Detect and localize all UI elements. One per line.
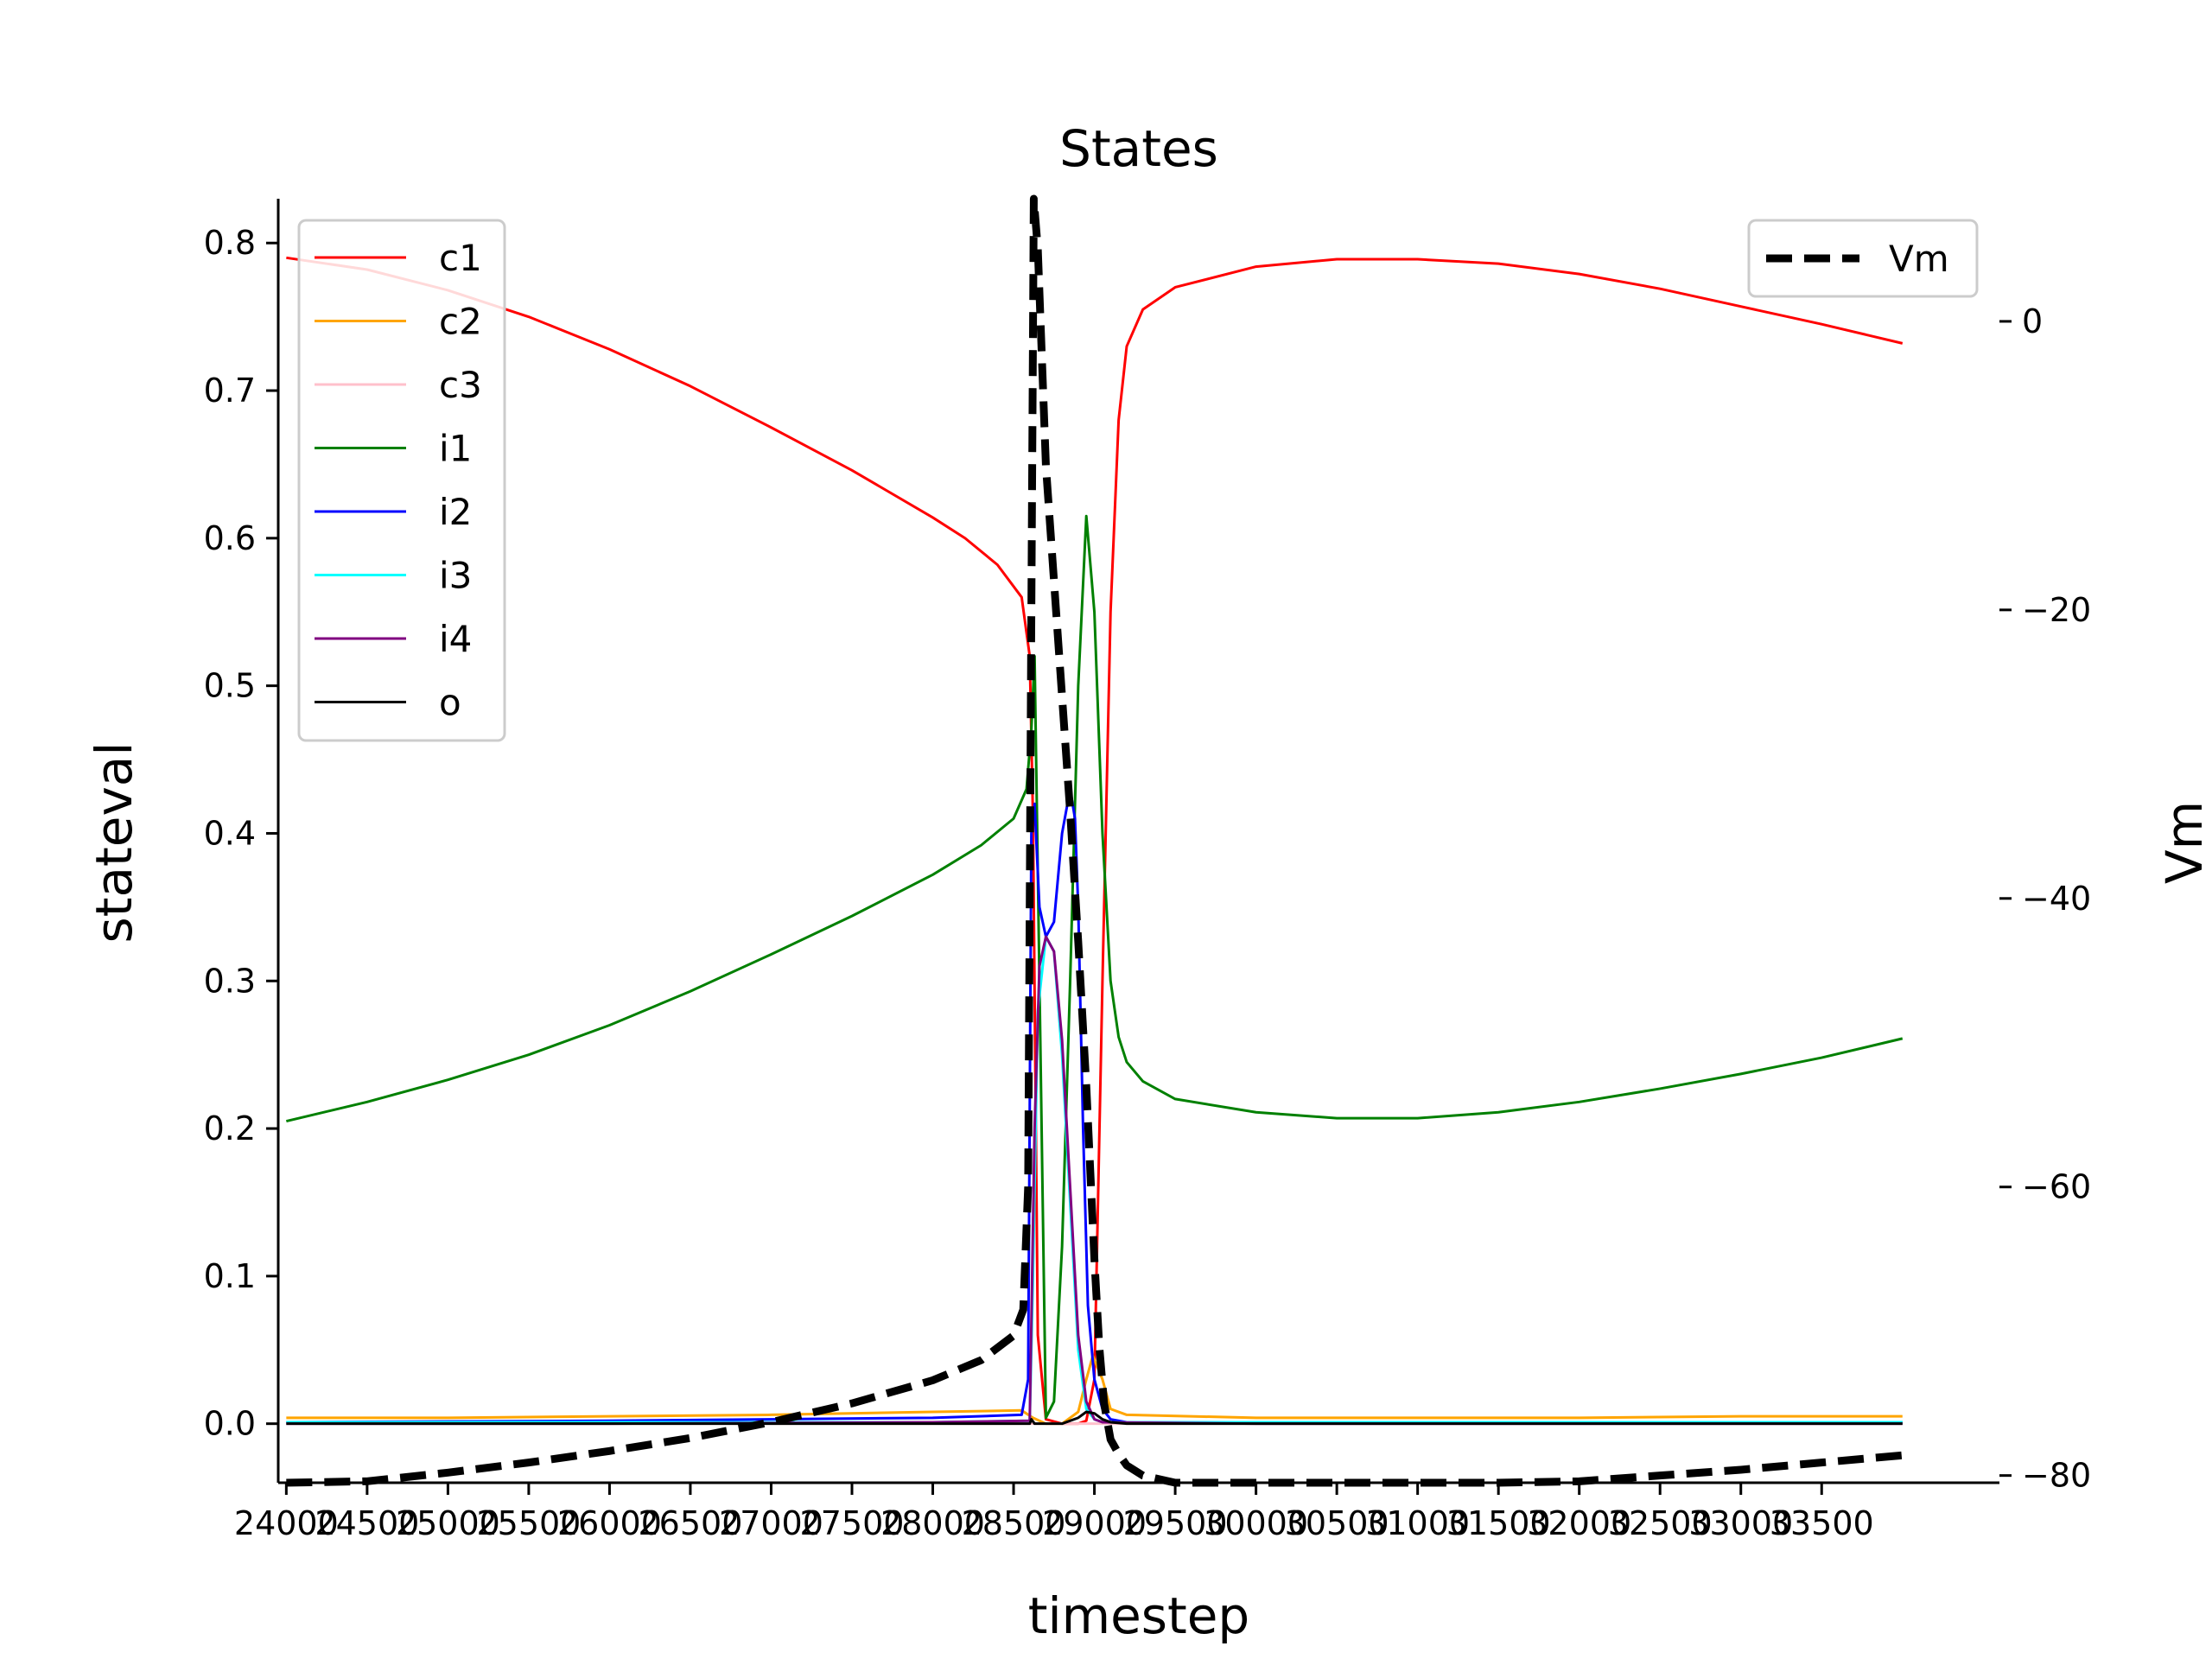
x-tick-label: 26000 (557, 1504, 662, 1542)
x-tick-label: 25000 (396, 1504, 500, 1542)
axes-layer (276, 199, 1999, 1484)
series-line-o (286, 1410, 1903, 1426)
y-tick-label: 0.2 (204, 1109, 256, 1147)
x-ticks: 2400024500250002550026000265002700027500… (234, 1483, 1874, 1542)
legend-label-i4: i4 (439, 618, 472, 660)
y-tick-label: 0.3 (204, 962, 256, 1000)
y-tick-label: 0.1 (204, 1257, 256, 1295)
series-line-i1 (286, 514, 1904, 1420)
legend-right: Vm (1747, 219, 1979, 298)
x-tick-label: 25500 (476, 1504, 581, 1542)
x-tick-label: 33000 (1688, 1504, 1793, 1542)
x-tick-label: 32500 (1608, 1504, 1713, 1542)
legend-label-i2: i2 (439, 491, 472, 533)
x-tick-label: 29500 (1123, 1504, 1228, 1542)
x-tick-label: 31500 (1446, 1504, 1551, 1542)
y-axis-label: stateval (85, 742, 143, 944)
legend-label-o: o (439, 682, 461, 724)
y-tick-label: 0.0 (204, 1405, 256, 1443)
x-tick-label: 27500 (800, 1504, 905, 1542)
y2-ticks: 0 −20 −40 −60 −80 (1999, 302, 2091, 1495)
y-tick-label: 0.4 (204, 814, 256, 852)
y-tick-label: 0.6 (204, 519, 256, 557)
x-tick-label: 28000 (880, 1504, 985, 1542)
chart-title: States (1059, 119, 1218, 178)
x-tick-label: 27000 (719, 1504, 823, 1542)
x-tick-label: 29000 (1042, 1504, 1147, 1542)
legend-label-i3: i3 (439, 555, 472, 597)
y2-tick-label: −80 (2022, 1457, 2091, 1495)
y-ticks: 0.0 0.1 0.2 0.3 0.4 0.5 0.6 0.7 0.8 (204, 224, 278, 1443)
y2-axis-label: Vm (2155, 801, 2212, 884)
y2-tick-label: −60 (2022, 1168, 2091, 1206)
y-tick-label: 0.5 (204, 667, 256, 705)
legend-left: c1 c2 c3 i1 i2 i3 i4 o (297, 219, 506, 742)
legend-label-c3: c3 (439, 364, 482, 406)
x-tick-label: 30000 (1204, 1504, 1308, 1542)
x-tick-label: 26500 (639, 1504, 743, 1542)
x-tick-label: 33500 (1770, 1504, 1874, 1542)
x-axis-label: timestep (1028, 1586, 1250, 1645)
y-tick-label: 0.8 (204, 224, 256, 262)
x-tick-label: 24500 (315, 1504, 419, 1542)
legend-left-frame (297, 219, 506, 742)
x-tick-label: 31000 (1365, 1504, 1470, 1542)
x-tick-label: 32000 (1527, 1504, 1631, 1542)
y2-tick-label: 0 (2022, 302, 2043, 340)
y2-tick-label: −40 (2022, 880, 2091, 918)
legend-label-c1: c1 (439, 237, 482, 279)
legend-label-i1: i1 (439, 428, 472, 470)
x-tick-label: 24000 (234, 1504, 339, 1542)
legend-right-frame (1747, 219, 1979, 298)
y-tick-label: 0.7 (204, 372, 256, 410)
legend-label-vm: Vm (1889, 238, 1949, 280)
legend-label-c2: c2 (439, 301, 482, 343)
x-tick-label: 30500 (1285, 1504, 1389, 1542)
x-tick-label: 28500 (962, 1504, 1066, 1542)
y2-tick-label: −20 (2022, 591, 2091, 629)
